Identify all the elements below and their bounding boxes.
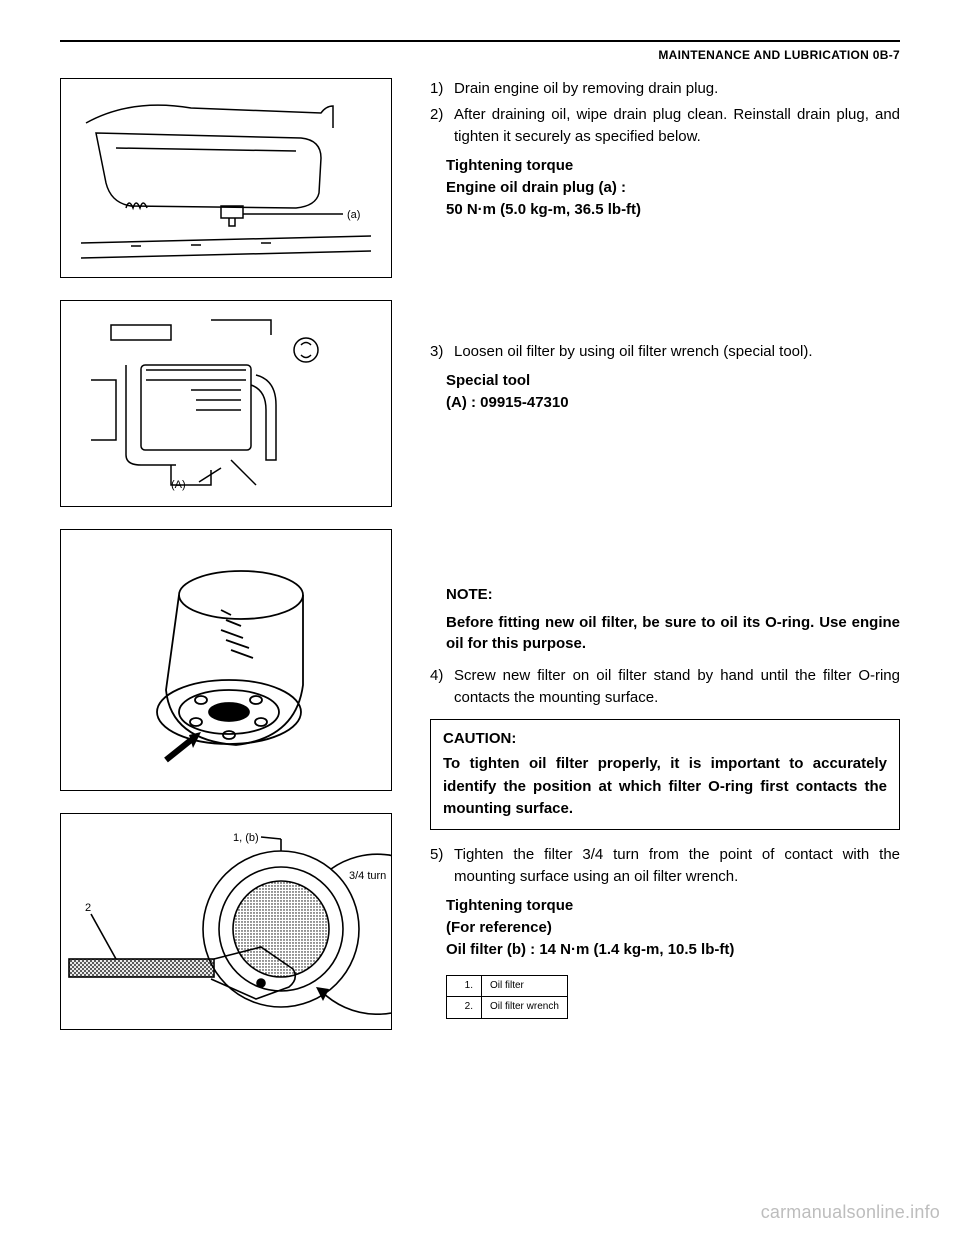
note-text: Before fitting new oil filter, be sure t… [446,612,900,656]
step-4-num: 4) [430,665,454,709]
tool-l2: (A) : 09915-47310 [446,392,900,414]
spacer-2 [430,434,900,584]
step-5-num: 5) [430,844,454,888]
special-tool-block: Special tool (A) : 09915-47310 [446,370,900,414]
step-1: 1) Drain engine oil by removing drain pl… [430,78,900,100]
caution-box: CAUTION: To tighten oil filter properly,… [430,719,900,830]
figure-oil-filter [60,529,392,791]
torque-1-block: Tightening torque Engine oil drain plug … [446,155,900,220]
turn-svg: 1, (b) 3/4 turn 2 [61,819,391,1024]
step-2-num: 2) [430,104,454,148]
main-content: (a) [60,78,900,1052]
step-3-num: 3) [430,341,454,363]
step-4: 4) Screw new filter on oil filter stand … [430,665,900,709]
step-2-text: After draining oil, wipe drain plug clea… [454,104,900,148]
oil-filter-svg [71,540,381,780]
watermark: carmanualsonline.info [761,1202,940,1223]
label-2: 2 [85,902,91,914]
step-4-text: Screw new filter on oil filter stand by … [454,665,900,709]
torque-2-block: Tightening torque (For reference) Oil fi… [446,895,900,960]
table-row: 2. Oil filter wrench [447,997,568,1019]
drain-plug-svg: (a) [71,88,381,268]
legend-2-num: 2. [447,997,482,1019]
table-row: 1. Oil filter [447,975,568,997]
label-A: (A) [171,479,186,491]
figures-column: (a) [60,78,400,1052]
torque2-l3: Oil filter (b) : 14 N·m (1.4 kg-m, 10.5 … [446,939,900,961]
torque1-l1: Tightening torque [446,155,900,177]
legend-2-text: Oil filter wrench [482,997,568,1019]
torque1-l2: Engine oil drain plug (a) : [446,177,900,199]
header-rule [60,40,900,42]
step-5: 5) Tighten the filter 3/4 turn from the … [430,844,900,888]
figure-filter-wrench: (A) [60,300,392,507]
text-column: 1) Drain engine oil by removing drain pl… [430,78,900,1052]
step-3: 3) Loosen oil filter by using oil filter… [430,341,900,363]
caution-text: To tighten oil filter properly, it is im… [443,753,887,821]
spacer-1 [430,241,900,341]
step-1-num: 1) [430,78,454,100]
label-a: (a) [347,209,360,221]
filter-wrench-svg: (A) [71,310,381,498]
step-3-text: Loosen oil filter by using oil filter wr… [454,341,900,363]
step-1-text: Drain engine oil by removing drain plug. [454,78,900,100]
note-block: NOTE: Before fitting new oil filter, be … [446,584,900,655]
legend-1-num: 1. [447,975,482,997]
step-5-text: Tighten the filter 3/4 turn from the poi… [454,844,900,888]
page-header: MAINTENANCE AND LUBRICATION 0B-7 [60,48,900,62]
label-turn: 3/4 turn [349,870,386,882]
torque2-l2: (For reference) [446,917,900,939]
torque1-l3: 50 N·m (5.0 kg-m, 36.5 lb-ft) [446,199,900,221]
caution-label: CAUTION: [443,728,887,750]
torque2-l1: Tightening torque [446,895,900,917]
tool-l1: Special tool [446,370,900,392]
legend-1-text: Oil filter [482,975,568,997]
note-label: NOTE: [446,584,900,606]
figure-three-quarter-turn: 1, (b) 3/4 turn 2 [60,813,392,1030]
figure-drain-plug: (a) [60,78,392,278]
legend-table: 1. Oil filter 2. Oil filter wrench [446,975,568,1019]
label-1b: 1, (b) [233,832,259,844]
step-2: 2) After draining oil, wipe drain plug c… [430,104,900,148]
